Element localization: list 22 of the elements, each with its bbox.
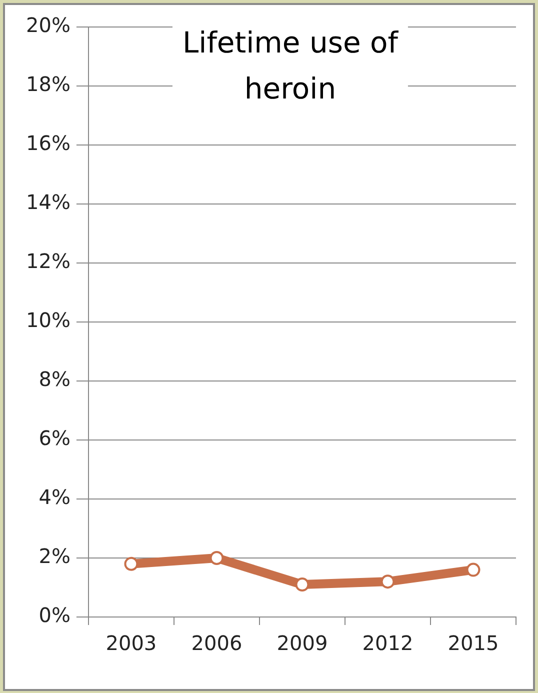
- y-tick-label: 4%: [38, 485, 70, 510]
- point: [210, 551, 224, 565]
- y-tick-label: 8%: [38, 367, 70, 392]
- point: [380, 574, 395, 589]
- y-tick-label: 14%: [26, 190, 70, 214]
- y-tick-label: 18%: [26, 72, 70, 96]
- y-tick-label: 2%: [38, 544, 70, 568]
- y-tick-label: 20%: [26, 13, 70, 38]
- x-tick-label: 2003: [106, 631, 157, 656]
- x-tick-label: 2012: [362, 631, 414, 656]
- x-tick-label: 2006: [191, 631, 242, 656]
- point: [124, 556, 138, 571]
- y-tick-label: 10%: [26, 308, 70, 332]
- x-tick-label: 2009: [276, 631, 328, 656]
- y-tick-label: 12%: [26, 249, 70, 274]
- text: Lifetime use of heroin: [182, 26, 399, 106]
- y-tick-label: 16%: [26, 131, 70, 156]
- y-tick-label: 0%: [38, 603, 70, 628]
- point: [295, 578, 310, 592]
- x-tick-label: 2015: [448, 631, 499, 656]
- point: [466, 562, 480, 577]
- y-tick-label: 6%: [38, 426, 70, 450]
